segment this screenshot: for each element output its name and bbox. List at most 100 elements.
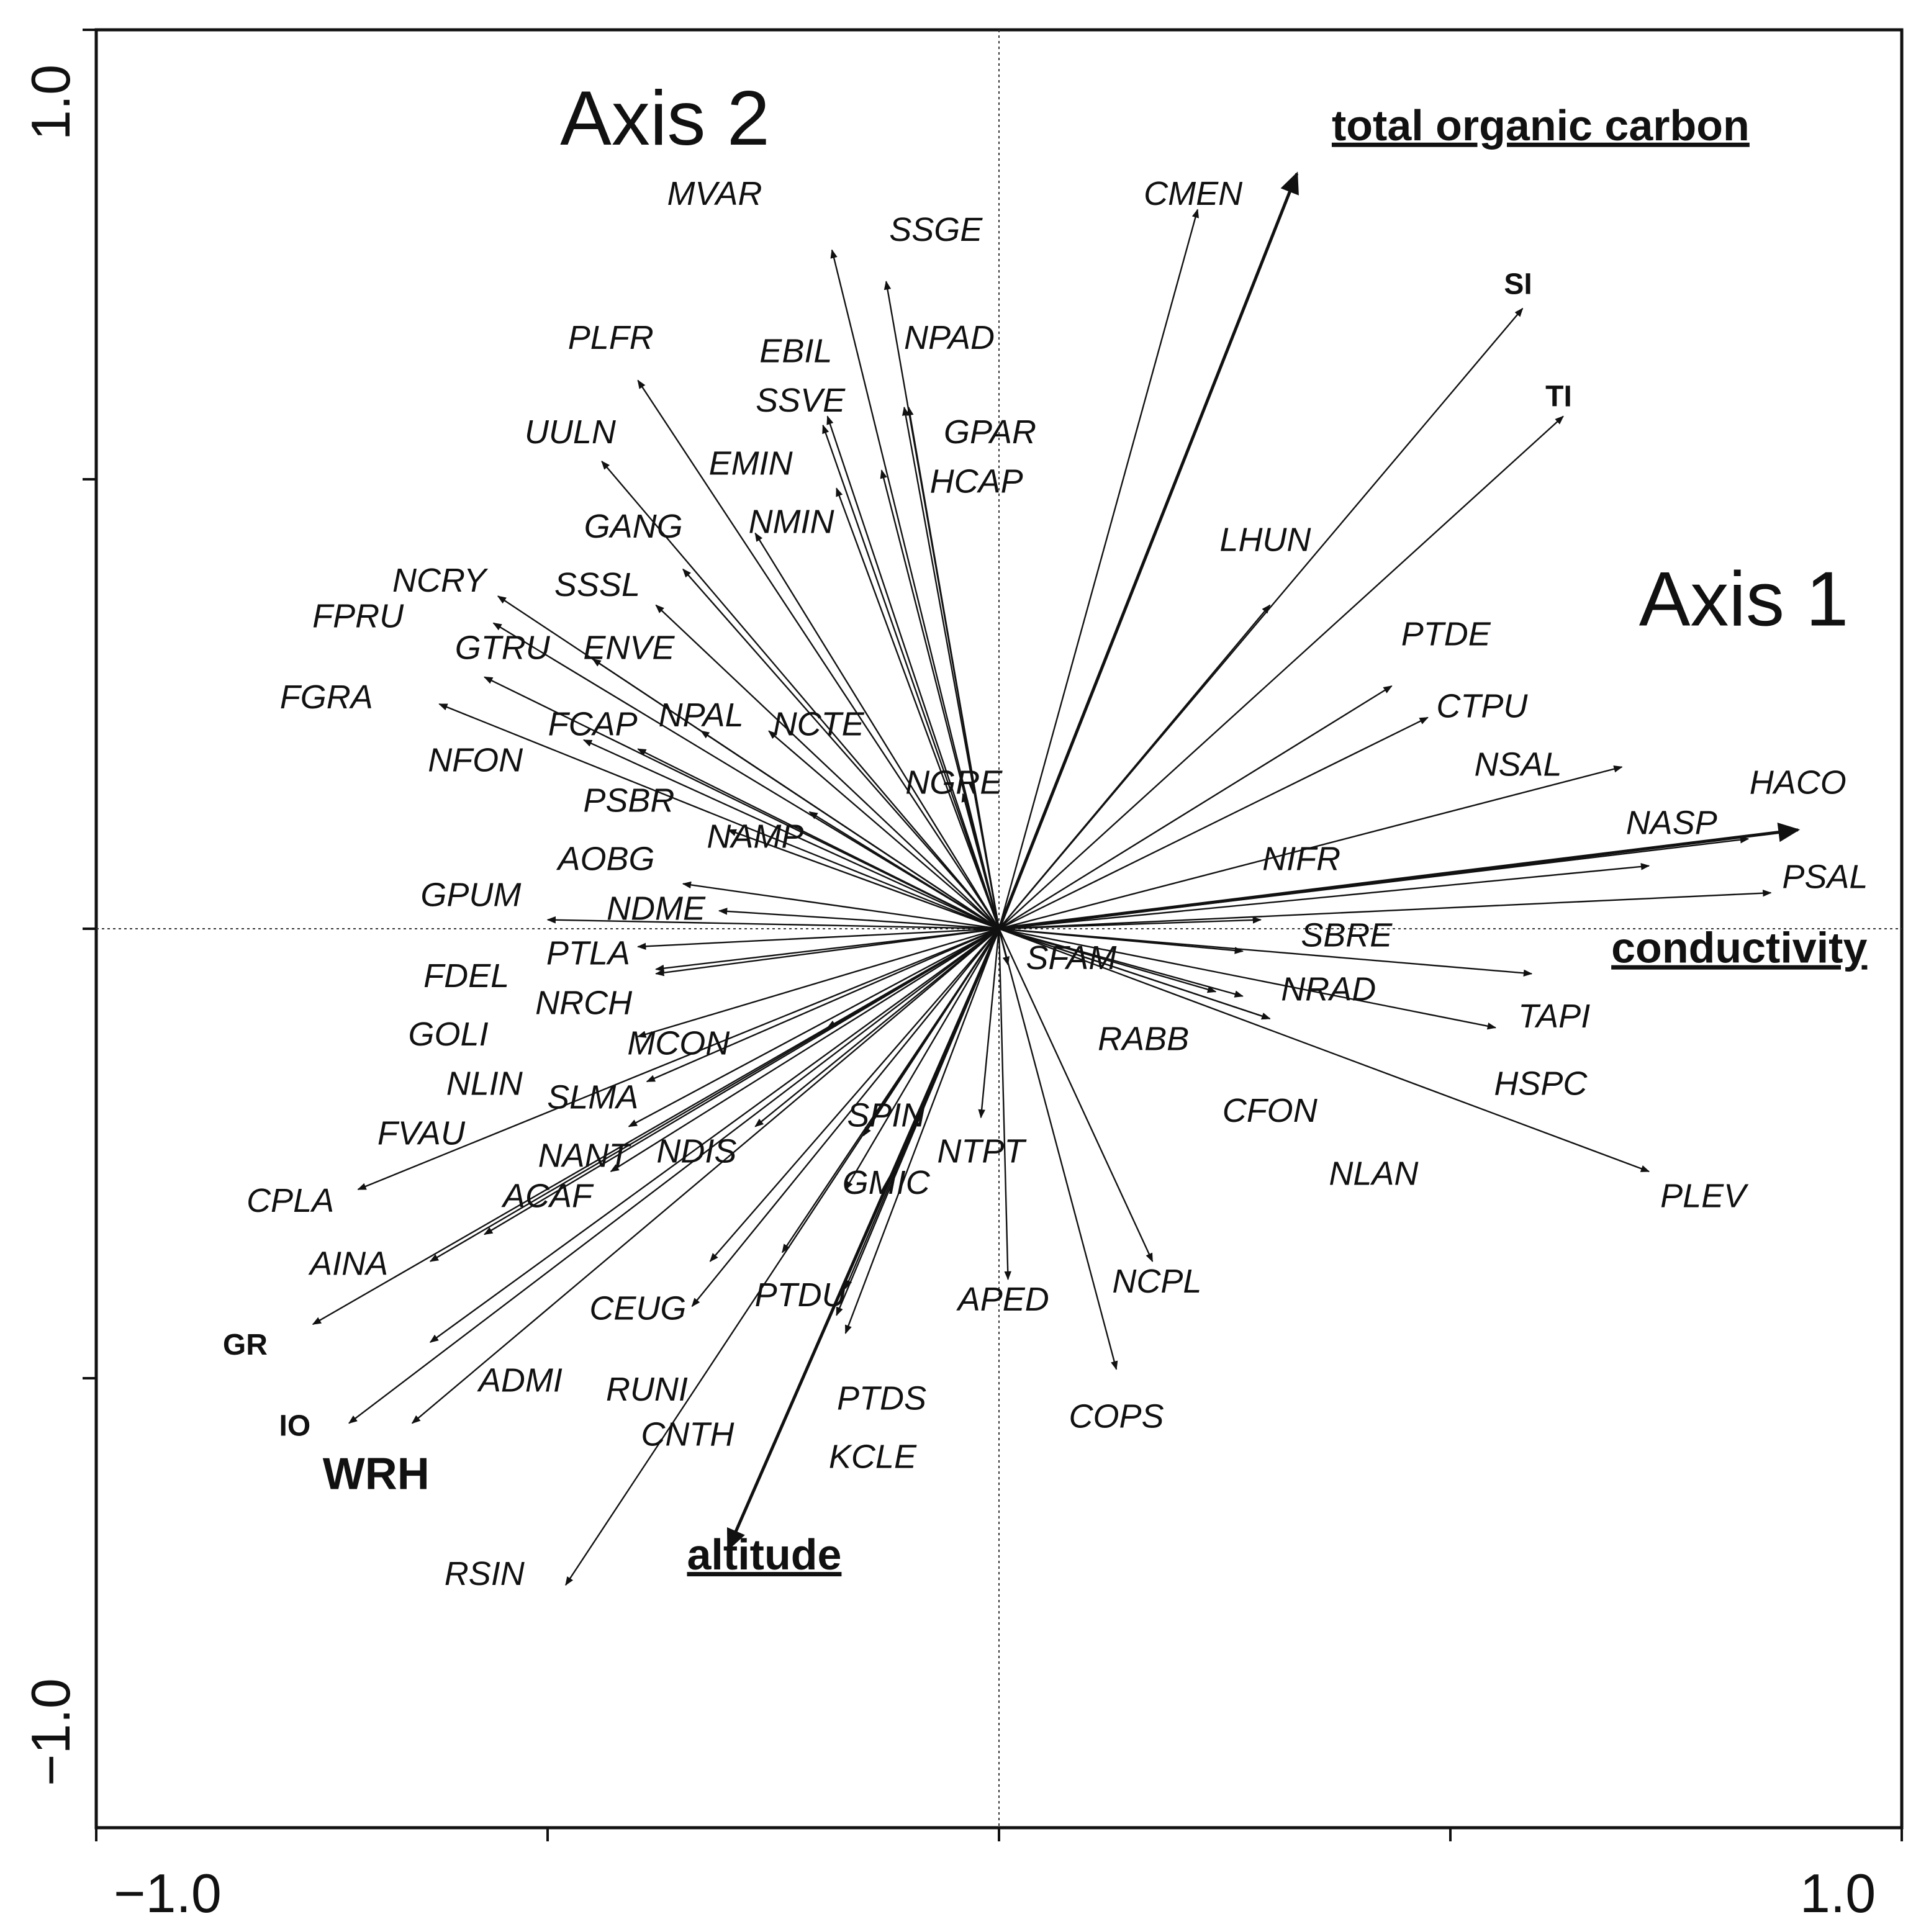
ceug-species-arrow	[709, 928, 1000, 1262]
fcap-species-arrow	[582, 739, 1000, 930]
ncry-species-label: NCRY	[392, 562, 489, 599]
uuln-species-label: UULN	[525, 413, 617, 451]
ssve-species-label: SSVE	[756, 382, 846, 419]
plev-species-label: PLEV	[1660, 1178, 1749, 1215]
ptds-species-arrow	[844, 928, 1000, 1334]
ndis-species-arrow	[754, 928, 1000, 1127]
ndis-species-label: NDIS	[656, 1132, 736, 1170]
cmen-species-label: CMEN	[1144, 175, 1243, 212]
x-tick-label-max: 1.0	[1800, 1862, 1876, 1924]
hspc-species-arrow	[998, 928, 1497, 1030]
gmic-species-label: GMIC	[843, 1164, 931, 1201]
gtru-species-label: GTRU	[455, 629, 551, 666]
ptde-species-arrow	[998, 685, 1393, 930]
axis-2-axis-title-label: Axis 2	[560, 76, 770, 161]
nasp-species-arrow	[998, 863, 1650, 930]
aped-species-arrow	[998, 928, 1011, 1281]
ntpt-species-arrow	[978, 928, 1000, 1119]
ti-sample-label: TI	[1545, 380, 1572, 413]
namp-species-arrow	[727, 829, 1000, 930]
goli-species-arrow	[637, 928, 1000, 1038]
haco-species-label: HACO	[1750, 764, 1846, 801]
ncpl-species-arrow	[998, 928, 1154, 1263]
gpum-species-label: GPUM	[420, 877, 521, 914]
aobg-species-arrow	[682, 881, 1000, 930]
ptds-species-label: PTDS	[837, 1379, 926, 1417]
cpla-species-label: CPLA	[246, 1182, 334, 1219]
aped-species-label: APED	[956, 1281, 1049, 1318]
mvar-species-arrow	[830, 249, 1000, 929]
fvau-species-arrow	[357, 928, 1000, 1191]
y-axis-ticks	[83, 29, 96, 1379]
sfam-species-arrow	[998, 928, 1010, 966]
psal-species-label: PSAL	[1782, 859, 1868, 896]
mcon-species-label: MCON	[627, 1025, 730, 1062]
tapi-species-label: TAPI	[1518, 998, 1590, 1035]
gang-species-label: GANG	[584, 508, 683, 545]
ptdu-species-label: PTDU	[755, 1276, 847, 1314]
cnth-species-label: CNTH	[641, 1415, 734, 1453]
x-axis-ticks	[95, 1828, 1903, 1841]
axis-1-axis-title-label: Axis 1	[1639, 556, 1849, 642]
nant-species-arrow	[610, 928, 1000, 1172]
sssl-species-arrow	[655, 604, 1000, 929]
ngre-species-arrow	[961, 793, 1000, 929]
io-sample-arrow	[348, 928, 1000, 1424]
enve-species-label: ENVE	[583, 629, 675, 666]
nsal-species-arrow	[998, 765, 1623, 930]
ti-sample-arrow	[998, 415, 1564, 929]
nrad-species-label: NRAD	[1281, 971, 1376, 1008]
ptde-species-label: PTDE	[1401, 616, 1491, 653]
rabb-species-label: RABB	[1098, 1020, 1189, 1057]
ceug-species-label: CEUG	[589, 1290, 686, 1327]
nlin-species-arrow	[646, 928, 1000, 1083]
emin-species-label: EMIN	[709, 445, 793, 482]
fgra-species-arrow	[438, 703, 1000, 930]
nlin-species-label: NLIN	[446, 1065, 523, 1103]
plev-species-arrow	[998, 928, 1650, 1173]
fdel-species-label: FDEL	[423, 957, 509, 995]
slma-species-arrow	[628, 928, 1000, 1127]
nfon-species-label: NFON	[428, 741, 523, 779]
nrch-species-label: NRCH	[535, 984, 633, 1021]
sfam-species-label: SFAM	[1026, 939, 1116, 977]
aina-species-arrow	[483, 928, 1000, 1235]
ptla-species-arrow	[636, 928, 1000, 950]
ntpt-species-label: NTPT	[937, 1132, 1027, 1170]
mvar-species-label: MVAR	[667, 175, 762, 212]
tapi-species-arrow	[998, 928, 1533, 977]
cops-species-arrow	[998, 928, 1118, 1370]
cops-species-label: COPS	[1069, 1397, 1164, 1435]
goli-species-label: GOLI	[409, 1016, 489, 1053]
gang-species-arrow	[682, 568, 1000, 929]
npad-species-label: NPAD	[904, 319, 995, 356]
uuln-species-arrow	[601, 460, 1000, 929]
nsal-species-label: NSAL	[1475, 746, 1562, 783]
ebil-species-label: EBIL	[759, 333, 832, 370]
ncte-species-label: NCTE	[773, 705, 865, 743]
psbr-species-label: PSBR	[583, 782, 674, 819]
ctpu-species-label: CTPU	[1436, 688, 1528, 725]
psbr-species-arrow	[808, 811, 1000, 930]
ptla-species-label: PTLA	[546, 935, 630, 972]
nifr-species-label: NIFR	[1262, 841, 1340, 878]
gpar-species-label: GPAR	[944, 413, 1036, 451]
nfon-species-arrow	[637, 748, 1000, 930]
altitude-variable-label: altitude	[687, 1530, 842, 1579]
fcap-species-label: FCAP	[548, 705, 638, 743]
ssge-species-label: SSGE	[889, 211, 983, 248]
fpru-species-arrow	[492, 622, 1000, 930]
ssve-species-arrow	[822, 424, 1000, 929]
y-tick-label-max: 1.0	[20, 65, 81, 140]
altitude-variable-arrow	[726, 928, 1001, 1551]
si-sample-arrow	[998, 307, 1524, 929]
slma-species-label: SLMA	[547, 1078, 638, 1116]
npal-species-arrow	[700, 730, 1000, 929]
gr-sample-label: GR	[223, 1329, 268, 1361]
fgra-species-label: FGRA	[280, 679, 373, 716]
nasp-species-label: NASP	[1626, 805, 1717, 842]
ndme-species-label: NDME	[607, 890, 706, 927]
conductivity-variable-label: conductivity	[1611, 924, 1867, 972]
gmic-species-arrow	[844, 928, 1000, 1191]
